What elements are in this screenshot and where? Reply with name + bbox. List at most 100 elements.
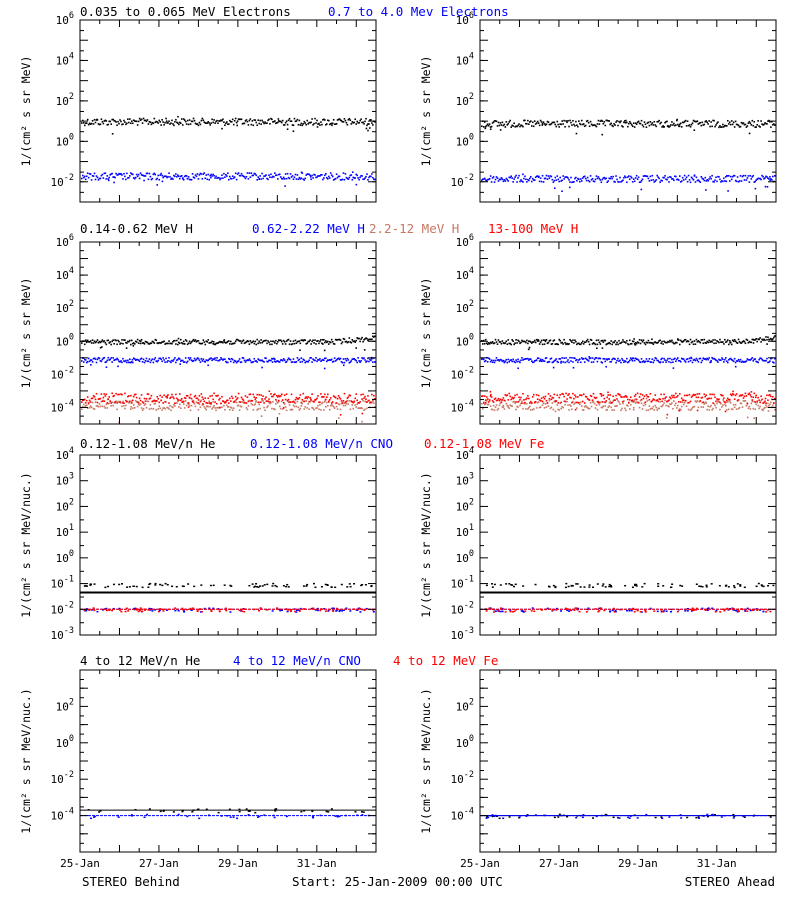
point [335, 815, 337, 817]
outlier [355, 347, 357, 349]
point [638, 176, 640, 178]
point [622, 179, 624, 181]
point [118, 816, 120, 818]
point [213, 405, 215, 407]
point [690, 182, 692, 184]
point [162, 357, 164, 359]
point [620, 120, 622, 122]
point [216, 357, 218, 359]
point [603, 405, 605, 407]
point [145, 175, 147, 177]
point [649, 180, 651, 182]
point [227, 172, 229, 174]
point [541, 340, 543, 342]
outlier [554, 187, 556, 189]
point [136, 121, 138, 123]
point [290, 611, 292, 613]
point [544, 407, 546, 409]
point [503, 406, 505, 408]
point [563, 120, 565, 122]
point [641, 120, 643, 122]
point [523, 178, 525, 180]
point [274, 120, 276, 122]
point [192, 607, 194, 609]
point [596, 175, 598, 177]
point [86, 175, 88, 177]
point [256, 361, 258, 363]
point [198, 340, 200, 342]
outlier [305, 400, 307, 402]
point [634, 611, 636, 613]
point [592, 817, 594, 819]
point [354, 811, 356, 813]
point [614, 358, 616, 360]
point [259, 607, 261, 609]
point [487, 344, 489, 346]
point [703, 180, 705, 182]
point [743, 175, 745, 177]
point [551, 358, 553, 360]
point [582, 817, 584, 819]
point [627, 399, 629, 401]
point [356, 362, 358, 364]
point [289, 118, 291, 120]
point [642, 178, 644, 180]
point [148, 123, 150, 125]
point [88, 358, 90, 360]
point [293, 124, 295, 126]
point [670, 124, 672, 126]
point [538, 395, 540, 397]
point [252, 120, 254, 122]
point [748, 407, 750, 409]
point [672, 408, 674, 410]
outlier [367, 130, 369, 132]
point [721, 406, 723, 408]
point [760, 179, 762, 181]
point [316, 361, 318, 363]
point [223, 173, 225, 175]
point [147, 586, 149, 588]
point [670, 611, 672, 613]
point [500, 607, 502, 609]
point [269, 344, 271, 346]
point [288, 399, 290, 401]
point [149, 408, 151, 410]
point [262, 121, 264, 123]
point [319, 404, 321, 406]
point [671, 340, 673, 342]
panel-frame-1-0 [80, 242, 376, 424]
point [544, 398, 546, 400]
point [172, 396, 174, 398]
point [170, 409, 172, 411]
point [700, 400, 702, 402]
point [248, 401, 250, 403]
point [185, 400, 187, 402]
point [327, 341, 329, 343]
point [285, 122, 287, 124]
point [613, 608, 615, 610]
outlier [287, 128, 289, 130]
point [517, 125, 519, 127]
point [760, 120, 762, 122]
point [583, 409, 585, 411]
point [637, 178, 639, 180]
point [621, 341, 623, 343]
point [343, 358, 345, 360]
point [181, 398, 183, 400]
point [366, 401, 368, 403]
point [681, 180, 683, 182]
point [698, 397, 700, 399]
point [570, 340, 572, 342]
point [186, 175, 188, 177]
point [296, 178, 298, 180]
point [303, 608, 305, 610]
point [653, 360, 655, 362]
point [287, 124, 289, 126]
point [121, 174, 123, 176]
point [170, 362, 172, 364]
outlier [352, 171, 354, 173]
point [311, 175, 313, 177]
point [565, 587, 567, 589]
point [131, 814, 133, 816]
point [642, 341, 644, 343]
